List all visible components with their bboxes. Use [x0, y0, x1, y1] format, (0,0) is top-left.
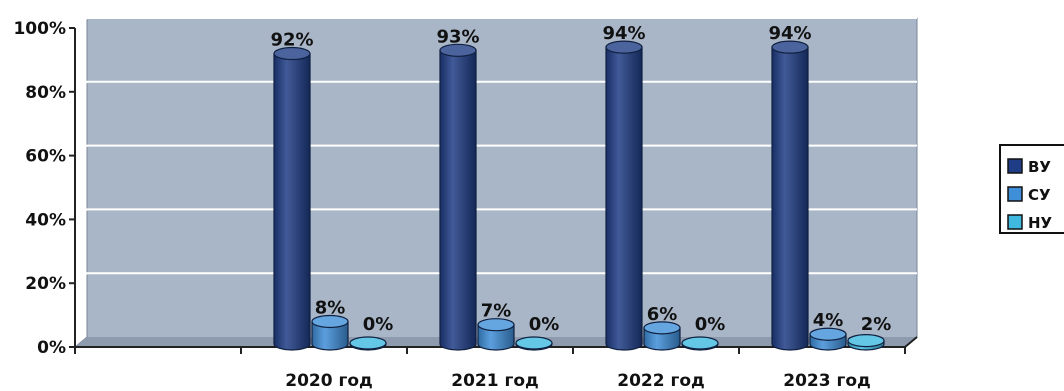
y-tick-label: 60%: [25, 147, 66, 167]
data-label: 7%: [481, 301, 512, 322]
data-label: 0%: [695, 314, 726, 335]
bar-top: [643, 321, 681, 335]
legend-swatch: [1007, 214, 1023, 230]
legend-label: ВУ: [1028, 158, 1051, 176]
data-label: 4%: [813, 310, 844, 331]
x-tick-label: 2020 год: [285, 371, 373, 391]
bar-top: [771, 40, 809, 54]
bar-НУ-2021-год: [515, 336, 553, 351]
bar-СУ-2021-год: [477, 318, 515, 351]
data-label: 93%: [436, 26, 479, 47]
data-label: 8%: [315, 297, 346, 318]
legend-label: СУ: [1028, 186, 1051, 204]
legend-swatch: [1007, 186, 1023, 202]
data-label: 0%: [529, 314, 560, 335]
bar-ВУ-2023-год: [771, 40, 809, 351]
y-tick-label: 0%: [37, 338, 66, 358]
bar-body: [439, 49, 477, 351]
y-tick-labels: 0% 20% 40% 60% 80% 100%: [13, 19, 66, 358]
data-labels: 92% 8% 0% 93% 7% 0% 94% 6% 0% 94% 4% 2%: [270, 23, 891, 335]
bar-body: [311, 320, 349, 351]
legend-label: НУ: [1028, 214, 1053, 232]
y-tick-label: 80%: [25, 83, 66, 103]
bar-top: [809, 327, 847, 341]
y-tick-label: 20%: [25, 274, 66, 294]
bar-top: [605, 40, 643, 54]
bar-top: [847, 334, 885, 348]
bar-top: [681, 336, 719, 350]
category-labels: 2020 год 2021 год 2022 год 2023 год: [285, 371, 871, 391]
x-axis-depth: [904, 336, 918, 348]
gridline: [74, 17, 917, 29]
y-tick-label: 40%: [25, 210, 66, 230]
data-label: 2%: [861, 314, 892, 335]
legend: ВУ СУ НУ: [999, 144, 1064, 234]
bar-НУ-2022-год: [681, 336, 719, 351]
legend-swatch: [1007, 158, 1023, 174]
data-label: 94%: [602, 23, 645, 44]
bar-top: [515, 336, 553, 350]
bar-body: [273, 52, 311, 351]
bar-СУ-2022-год: [643, 321, 681, 351]
x-tick-label: 2021 год: [451, 371, 539, 391]
data-label: 0%: [363, 314, 394, 335]
bar-ВУ-2022-год: [605, 40, 643, 351]
bar-ВУ-2021-год: [439, 43, 477, 351]
bar-СУ-2023-год: [809, 327, 847, 351]
bar-НУ-2020-год: [349, 336, 387, 351]
bar-body: [771, 46, 809, 351]
bar-body: [477, 324, 515, 351]
data-label: 6%: [647, 304, 678, 325]
bar-НУ-2023-год: [847, 334, 885, 351]
bar-top: [477, 318, 515, 332]
y-tick-label: 100%: [13, 19, 66, 39]
data-label: 94%: [768, 23, 811, 44]
bar-top: [273, 46, 311, 61]
bar-ВУ-2020-год: [273, 46, 311, 351]
bar-body: [605, 46, 643, 351]
data-label: 92%: [270, 30, 313, 51]
x-tick-label: 2023 год: [783, 371, 871, 391]
bar-top: [439, 43, 477, 57]
x-tick-label: 2022 год: [617, 371, 705, 391]
bar-top: [349, 336, 387, 350]
bars: [273, 40, 885, 351]
bar-top: [311, 314, 349, 329]
bar-СУ-2020-год: [311, 314, 349, 351]
